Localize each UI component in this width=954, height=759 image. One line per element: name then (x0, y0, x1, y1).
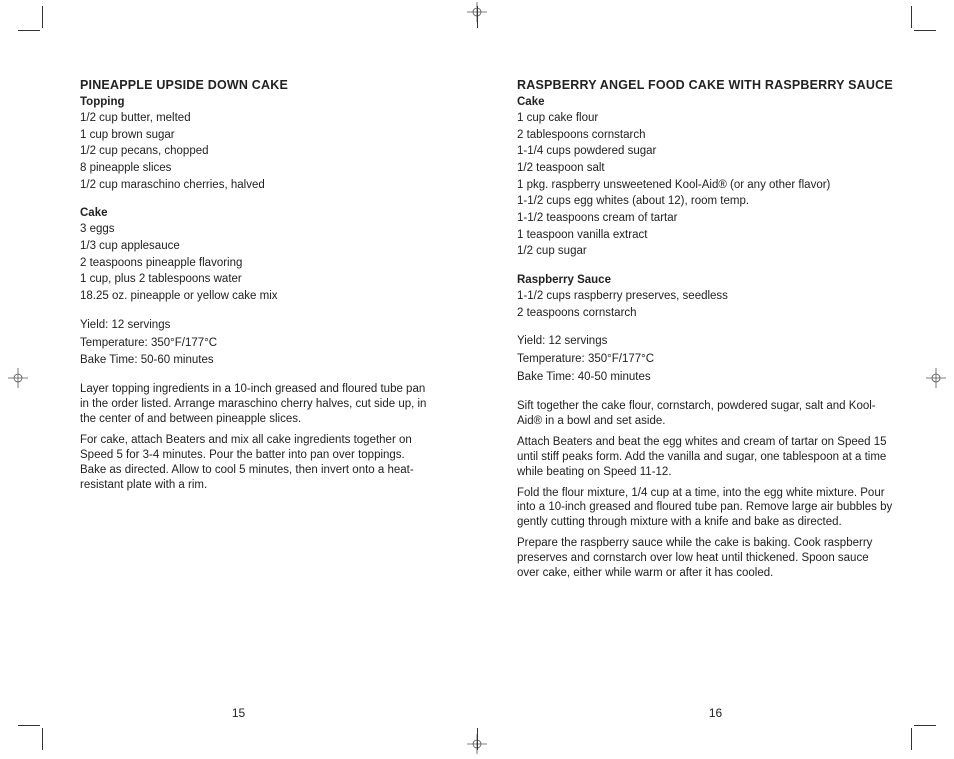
page-number: 16 (709, 706, 722, 720)
instruction: Attach Beaters and beat the egg whites a… (517, 435, 894, 480)
section-label: Raspberry Sauce (517, 274, 894, 286)
spacer (80, 305, 427, 317)
spacer (517, 387, 894, 399)
ingredient: 1/2 cup sugar (517, 243, 894, 260)
ingredient: 1-1/2 cups raspberry preserves, seedless (517, 288, 894, 305)
ingredient: 1-1/2 cups egg whites (about 12), room t… (517, 193, 894, 210)
instruction: Prepare the raspberry sauce while the ca… (517, 536, 894, 581)
ingredient: 1 cup cake flour (517, 110, 894, 127)
ingredient: 1 cup, plus 2 tablespoons water (80, 271, 427, 288)
ingredient: 1 cup brown sugar (80, 127, 427, 144)
ingredient: 1/2 cup maraschino cherries, halved (80, 177, 427, 194)
instruction: For cake, attach Beaters and mix all cak… (80, 433, 427, 493)
ingredient: 18.25 oz. pineapple or yellow cake mix (80, 288, 427, 305)
ingredient: 1/2 cup pecans, chopped (80, 143, 427, 160)
ingredient: 1-1/4 cups powdered sugar (517, 143, 894, 160)
instruction: Sift together the cake flour, cornstarch… (517, 399, 894, 429)
page-spread: PINEAPPLE UPSIDE DOWN CAKE Topping 1/2 c… (0, 0, 954, 756)
temperature: Temperature: 350°F/177°C (80, 335, 427, 353)
bake-time: Bake Time: 50-60 minutes (80, 352, 427, 370)
instruction: Layer topping ingredients in a 10-inch g… (80, 382, 427, 427)
left-page: PINEAPPLE UPSIDE DOWN CAKE Topping 1/2 c… (0, 0, 477, 756)
recipe-title: RASPBERRY ANGEL FOOD CAKE WITH RASPBERRY… (517, 78, 894, 92)
ingredient: 2 teaspoons pineapple flavoring (80, 255, 427, 272)
ingredient: 8 pineapple slices (80, 160, 427, 177)
spacer (80, 193, 427, 205)
instruction: Fold the flour mixture, 1/4 cup at a tim… (517, 486, 894, 531)
ingredient: 1 teaspoon vanilla extract (517, 227, 894, 244)
ingredient: 1/3 cup applesauce (80, 238, 427, 255)
section-label: Cake (517, 96, 894, 108)
ingredient: 1/2 cup butter, melted (80, 110, 427, 127)
section-label: Topping (80, 96, 427, 108)
section-label: Cake (80, 207, 427, 219)
ingredient: 3 eggs (80, 221, 427, 238)
yield: Yield: 12 servings (517, 333, 894, 351)
ingredient: 1 pkg. raspberry unsweetened Kool-Aid® (… (517, 177, 894, 194)
page-number: 15 (232, 706, 245, 720)
right-page: RASPBERRY ANGEL FOOD CAKE WITH RASPBERRY… (477, 0, 954, 756)
spacer (517, 321, 894, 333)
bake-time: Bake Time: 40-50 minutes (517, 369, 894, 387)
ingredient: 2 tablespoons cornstarch (517, 127, 894, 144)
yield: Yield: 12 servings (80, 317, 427, 335)
ingredient: 1/2 teaspoon salt (517, 160, 894, 177)
spacer (80, 370, 427, 382)
temperature: Temperature: 350°F/177°C (517, 351, 894, 369)
ingredient: 1-1/2 teaspoons cream of tartar (517, 210, 894, 227)
spacer (517, 260, 894, 272)
ingredient: 2 teaspoons cornstarch (517, 305, 894, 322)
recipe-title: PINEAPPLE UPSIDE DOWN CAKE (80, 78, 427, 92)
